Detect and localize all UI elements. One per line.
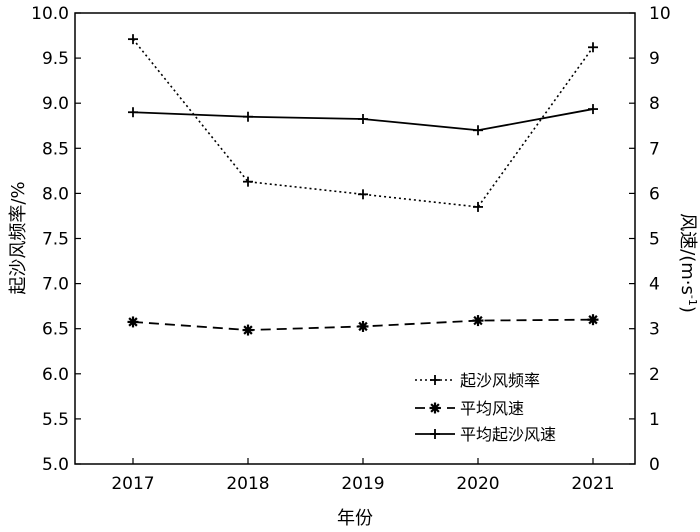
right-tick-label: 5 xyxy=(649,230,660,250)
legend-marker xyxy=(430,429,440,439)
left-tick-label: 5.0 xyxy=(42,455,69,475)
data-point xyxy=(588,104,598,115)
series-3 xyxy=(128,104,598,136)
data-point xyxy=(358,113,368,124)
legend-label: 平均风速 xyxy=(460,399,524,418)
right-tick-label: 10 xyxy=(649,4,671,24)
x-tick-label: 2020 xyxy=(456,474,499,494)
data-point xyxy=(243,176,253,187)
right-tick-label: 7 xyxy=(649,139,660,159)
series-2 xyxy=(127,314,599,336)
left-tick-label: 9.5 xyxy=(42,49,69,69)
x-tick-label: 2019 xyxy=(341,474,384,494)
left-y-axis: 5.0 5.5 6.0 6.5 7.0 7.5 8.0 8.5 9.0 9.5 10.0 xyxy=(31,4,81,475)
right-tick-label: 9 xyxy=(649,49,660,69)
data-point xyxy=(358,189,368,200)
left-tick-label: 6.5 xyxy=(42,320,69,340)
x-tick-label: 2018 xyxy=(226,474,269,494)
right-axis-title: 风速/(m·s-1) xyxy=(677,213,699,313)
right-tick-label: 4 xyxy=(649,275,660,295)
left-tick-label: 8.0 xyxy=(42,184,69,204)
x-tick-label: 2021 xyxy=(571,474,614,494)
data-point xyxy=(127,316,139,328)
right-tick-label: 6 xyxy=(649,184,660,204)
data-point xyxy=(472,315,484,327)
legend-item: 平均风速 xyxy=(415,399,524,418)
right-tick-label: 0 xyxy=(649,455,660,475)
legend-marker xyxy=(430,375,440,385)
data-point xyxy=(242,324,254,336)
x-axis-title: 年份 xyxy=(337,508,373,529)
legend-label: 平均起沙风速 xyxy=(460,425,556,444)
series-line xyxy=(132,38,594,208)
left-axis-title: 起沙风频率/% xyxy=(8,181,29,294)
legend-item: 起沙风频率 xyxy=(415,371,540,390)
data-point xyxy=(128,34,138,45)
data-point xyxy=(587,314,599,326)
right-tick-label: 8 xyxy=(649,94,660,114)
right-tick-label: 1 xyxy=(649,410,660,430)
series-layer xyxy=(127,34,599,336)
right-tick-label: 2 xyxy=(649,365,660,385)
left-tick-label: 9.0 xyxy=(42,94,69,114)
x-axis: 2017 2018 2019 2020 2021 xyxy=(111,458,615,494)
left-tick-label: 5.5 xyxy=(42,410,69,430)
right-tick-label: 3 xyxy=(649,320,660,340)
data-point xyxy=(243,111,253,122)
left-tick-label: 8.5 xyxy=(42,139,69,159)
data-point xyxy=(588,42,598,53)
data-point xyxy=(473,125,483,136)
plot-frame xyxy=(74,12,636,465)
legend-marker xyxy=(429,402,441,414)
left-tick-label: 7.0 xyxy=(42,275,69,295)
series-1 xyxy=(128,34,598,212)
left-tick-label: 10.0 xyxy=(31,4,69,24)
data-point xyxy=(473,201,483,212)
legend-label: 起沙风频率 xyxy=(460,371,540,390)
x-tick-label: 2017 xyxy=(111,474,154,494)
right-y-axis: 0 1 2 3 4 5 6 7 8 9 10 xyxy=(629,4,671,475)
legend-item: 平均起沙风速 xyxy=(415,425,556,444)
data-point xyxy=(357,320,369,332)
left-tick-label: 7.5 xyxy=(42,230,69,250)
data-point xyxy=(128,107,138,118)
left-tick-label: 6.0 xyxy=(42,365,69,385)
